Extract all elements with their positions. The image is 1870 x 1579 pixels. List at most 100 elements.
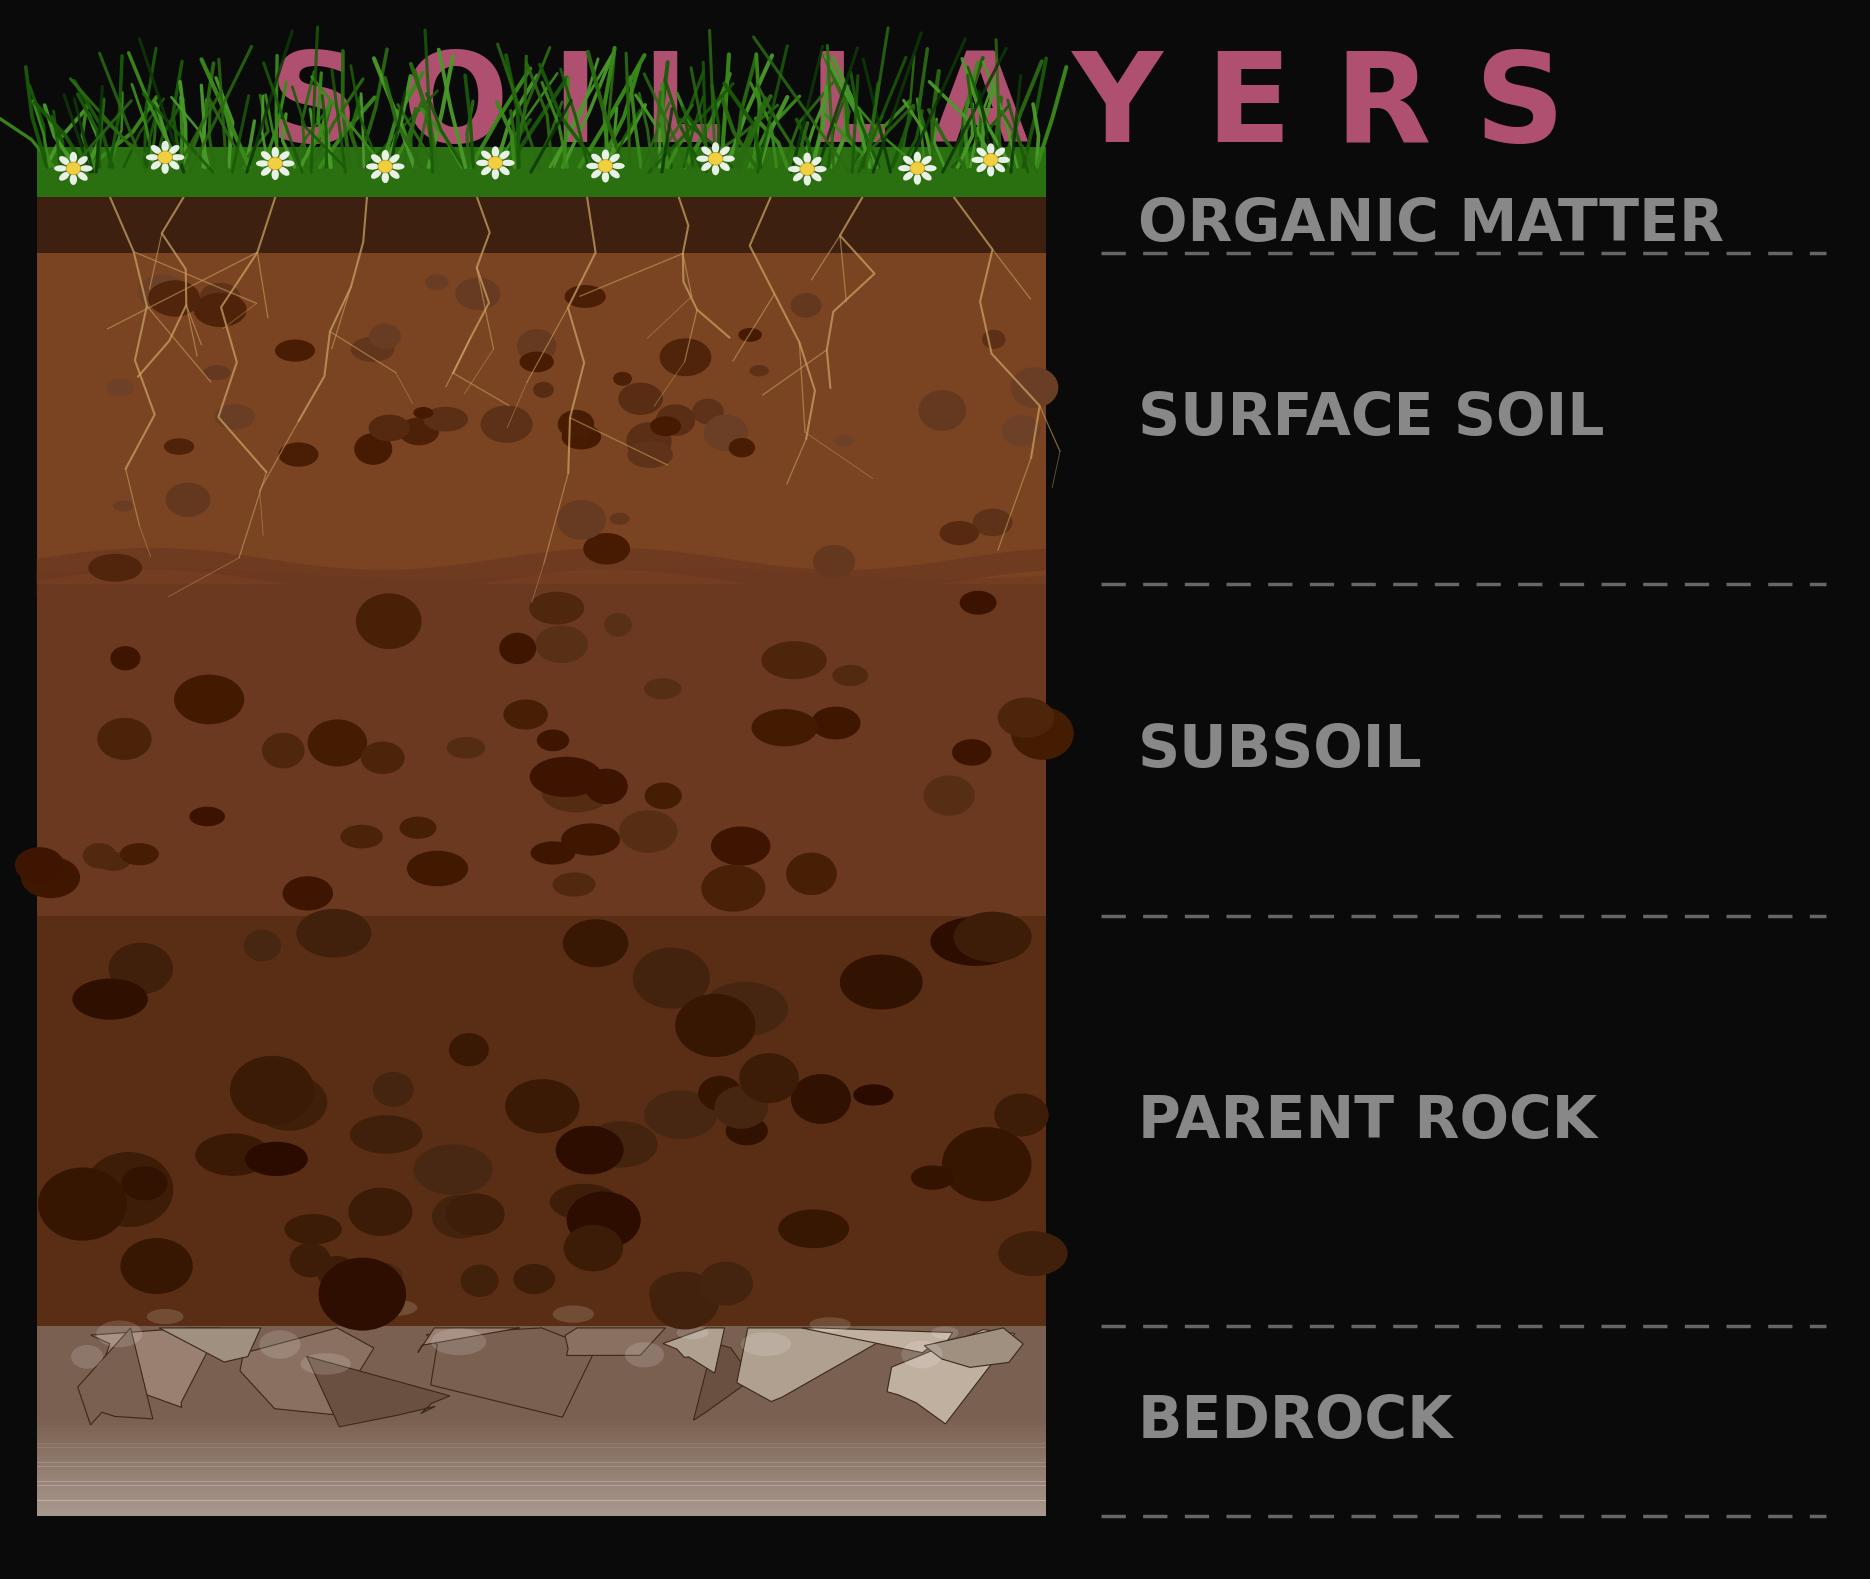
- Ellipse shape: [585, 163, 598, 169]
- Ellipse shape: [954, 911, 1032, 962]
- Ellipse shape: [21, 857, 80, 898]
- Ellipse shape: [361, 742, 404, 774]
- Ellipse shape: [922, 172, 931, 180]
- Bar: [37, 1429, 1045, 1432]
- Ellipse shape: [649, 1273, 707, 1314]
- Ellipse shape: [557, 411, 595, 439]
- Ellipse shape: [997, 156, 1010, 163]
- Ellipse shape: [651, 1271, 720, 1330]
- Ellipse shape: [793, 172, 804, 182]
- Ellipse shape: [660, 338, 711, 376]
- Polygon shape: [737, 1328, 885, 1402]
- Ellipse shape: [591, 169, 602, 178]
- Ellipse shape: [271, 169, 279, 180]
- Ellipse shape: [604, 613, 632, 636]
- Ellipse shape: [563, 1225, 623, 1271]
- Ellipse shape: [137, 275, 187, 309]
- Ellipse shape: [88, 554, 142, 581]
- Ellipse shape: [585, 769, 628, 804]
- Ellipse shape: [832, 665, 868, 687]
- Ellipse shape: [645, 1091, 718, 1138]
- Ellipse shape: [914, 174, 922, 185]
- Ellipse shape: [853, 1085, 894, 1105]
- Ellipse shape: [520, 352, 554, 373]
- Ellipse shape: [643, 679, 681, 699]
- Ellipse shape: [952, 739, 991, 766]
- Ellipse shape: [148, 281, 193, 314]
- Ellipse shape: [729, 437, 755, 458]
- Ellipse shape: [976, 147, 987, 156]
- Ellipse shape: [372, 1300, 417, 1315]
- Ellipse shape: [626, 441, 673, 467]
- Ellipse shape: [911, 1165, 954, 1191]
- Ellipse shape: [146, 155, 159, 161]
- Ellipse shape: [1002, 415, 1040, 447]
- Ellipse shape: [77, 172, 88, 180]
- Ellipse shape: [632, 947, 711, 1009]
- Ellipse shape: [533, 382, 554, 398]
- Ellipse shape: [492, 147, 499, 158]
- Bar: [37, 1459, 1045, 1462]
- Ellipse shape: [703, 982, 787, 1036]
- Circle shape: [911, 163, 924, 175]
- Ellipse shape: [840, 955, 922, 1009]
- Ellipse shape: [812, 172, 821, 182]
- Ellipse shape: [720, 147, 729, 155]
- Ellipse shape: [610, 169, 619, 178]
- Ellipse shape: [110, 646, 140, 671]
- Ellipse shape: [262, 152, 271, 159]
- Polygon shape: [694, 1344, 754, 1420]
- Ellipse shape: [318, 1255, 357, 1290]
- Text: PARENT ROCK: PARENT ROCK: [1137, 1093, 1597, 1150]
- Bar: [37, 197, 1045, 253]
- Ellipse shape: [424, 275, 449, 291]
- Ellipse shape: [456, 278, 501, 309]
- Ellipse shape: [610, 513, 630, 524]
- Ellipse shape: [565, 284, 606, 308]
- Ellipse shape: [477, 159, 488, 166]
- Circle shape: [157, 152, 172, 164]
- Ellipse shape: [696, 155, 709, 161]
- Ellipse shape: [901, 1341, 942, 1369]
- Bar: [37, 1508, 1045, 1513]
- Ellipse shape: [982, 330, 1006, 349]
- Bar: [37, 1443, 1045, 1448]
- Ellipse shape: [712, 142, 720, 153]
- Ellipse shape: [80, 166, 94, 172]
- Polygon shape: [886, 1330, 1015, 1424]
- Circle shape: [267, 158, 282, 171]
- Ellipse shape: [703, 414, 748, 452]
- Ellipse shape: [677, 1326, 709, 1339]
- Ellipse shape: [370, 171, 381, 178]
- Ellipse shape: [97, 1320, 142, 1347]
- Ellipse shape: [481, 150, 492, 159]
- Ellipse shape: [172, 155, 185, 161]
- Ellipse shape: [243, 930, 280, 962]
- Ellipse shape: [741, 1333, 791, 1356]
- Ellipse shape: [151, 145, 161, 155]
- Text: SUBSOIL: SUBSOIL: [1137, 722, 1423, 778]
- Ellipse shape: [602, 172, 610, 183]
- Ellipse shape: [554, 1306, 595, 1323]
- Text: SURFACE SOIL: SURFACE SOIL: [1137, 390, 1604, 447]
- Ellipse shape: [557, 501, 606, 540]
- Ellipse shape: [918, 390, 967, 431]
- Ellipse shape: [350, 1115, 423, 1154]
- Ellipse shape: [924, 775, 974, 816]
- Ellipse shape: [726, 1116, 769, 1145]
- Polygon shape: [426, 1328, 595, 1418]
- Ellipse shape: [591, 153, 602, 163]
- Circle shape: [65, 163, 80, 175]
- Ellipse shape: [699, 1262, 754, 1306]
- Ellipse shape: [492, 169, 499, 180]
- Ellipse shape: [651, 417, 681, 436]
- Ellipse shape: [82, 843, 116, 868]
- Ellipse shape: [432, 1328, 486, 1355]
- Bar: [37, 584, 1045, 916]
- Bar: [37, 1421, 1045, 1424]
- Ellipse shape: [69, 174, 77, 185]
- Ellipse shape: [505, 1078, 580, 1134]
- Ellipse shape: [752, 709, 817, 747]
- Ellipse shape: [481, 166, 492, 175]
- Ellipse shape: [810, 1317, 851, 1331]
